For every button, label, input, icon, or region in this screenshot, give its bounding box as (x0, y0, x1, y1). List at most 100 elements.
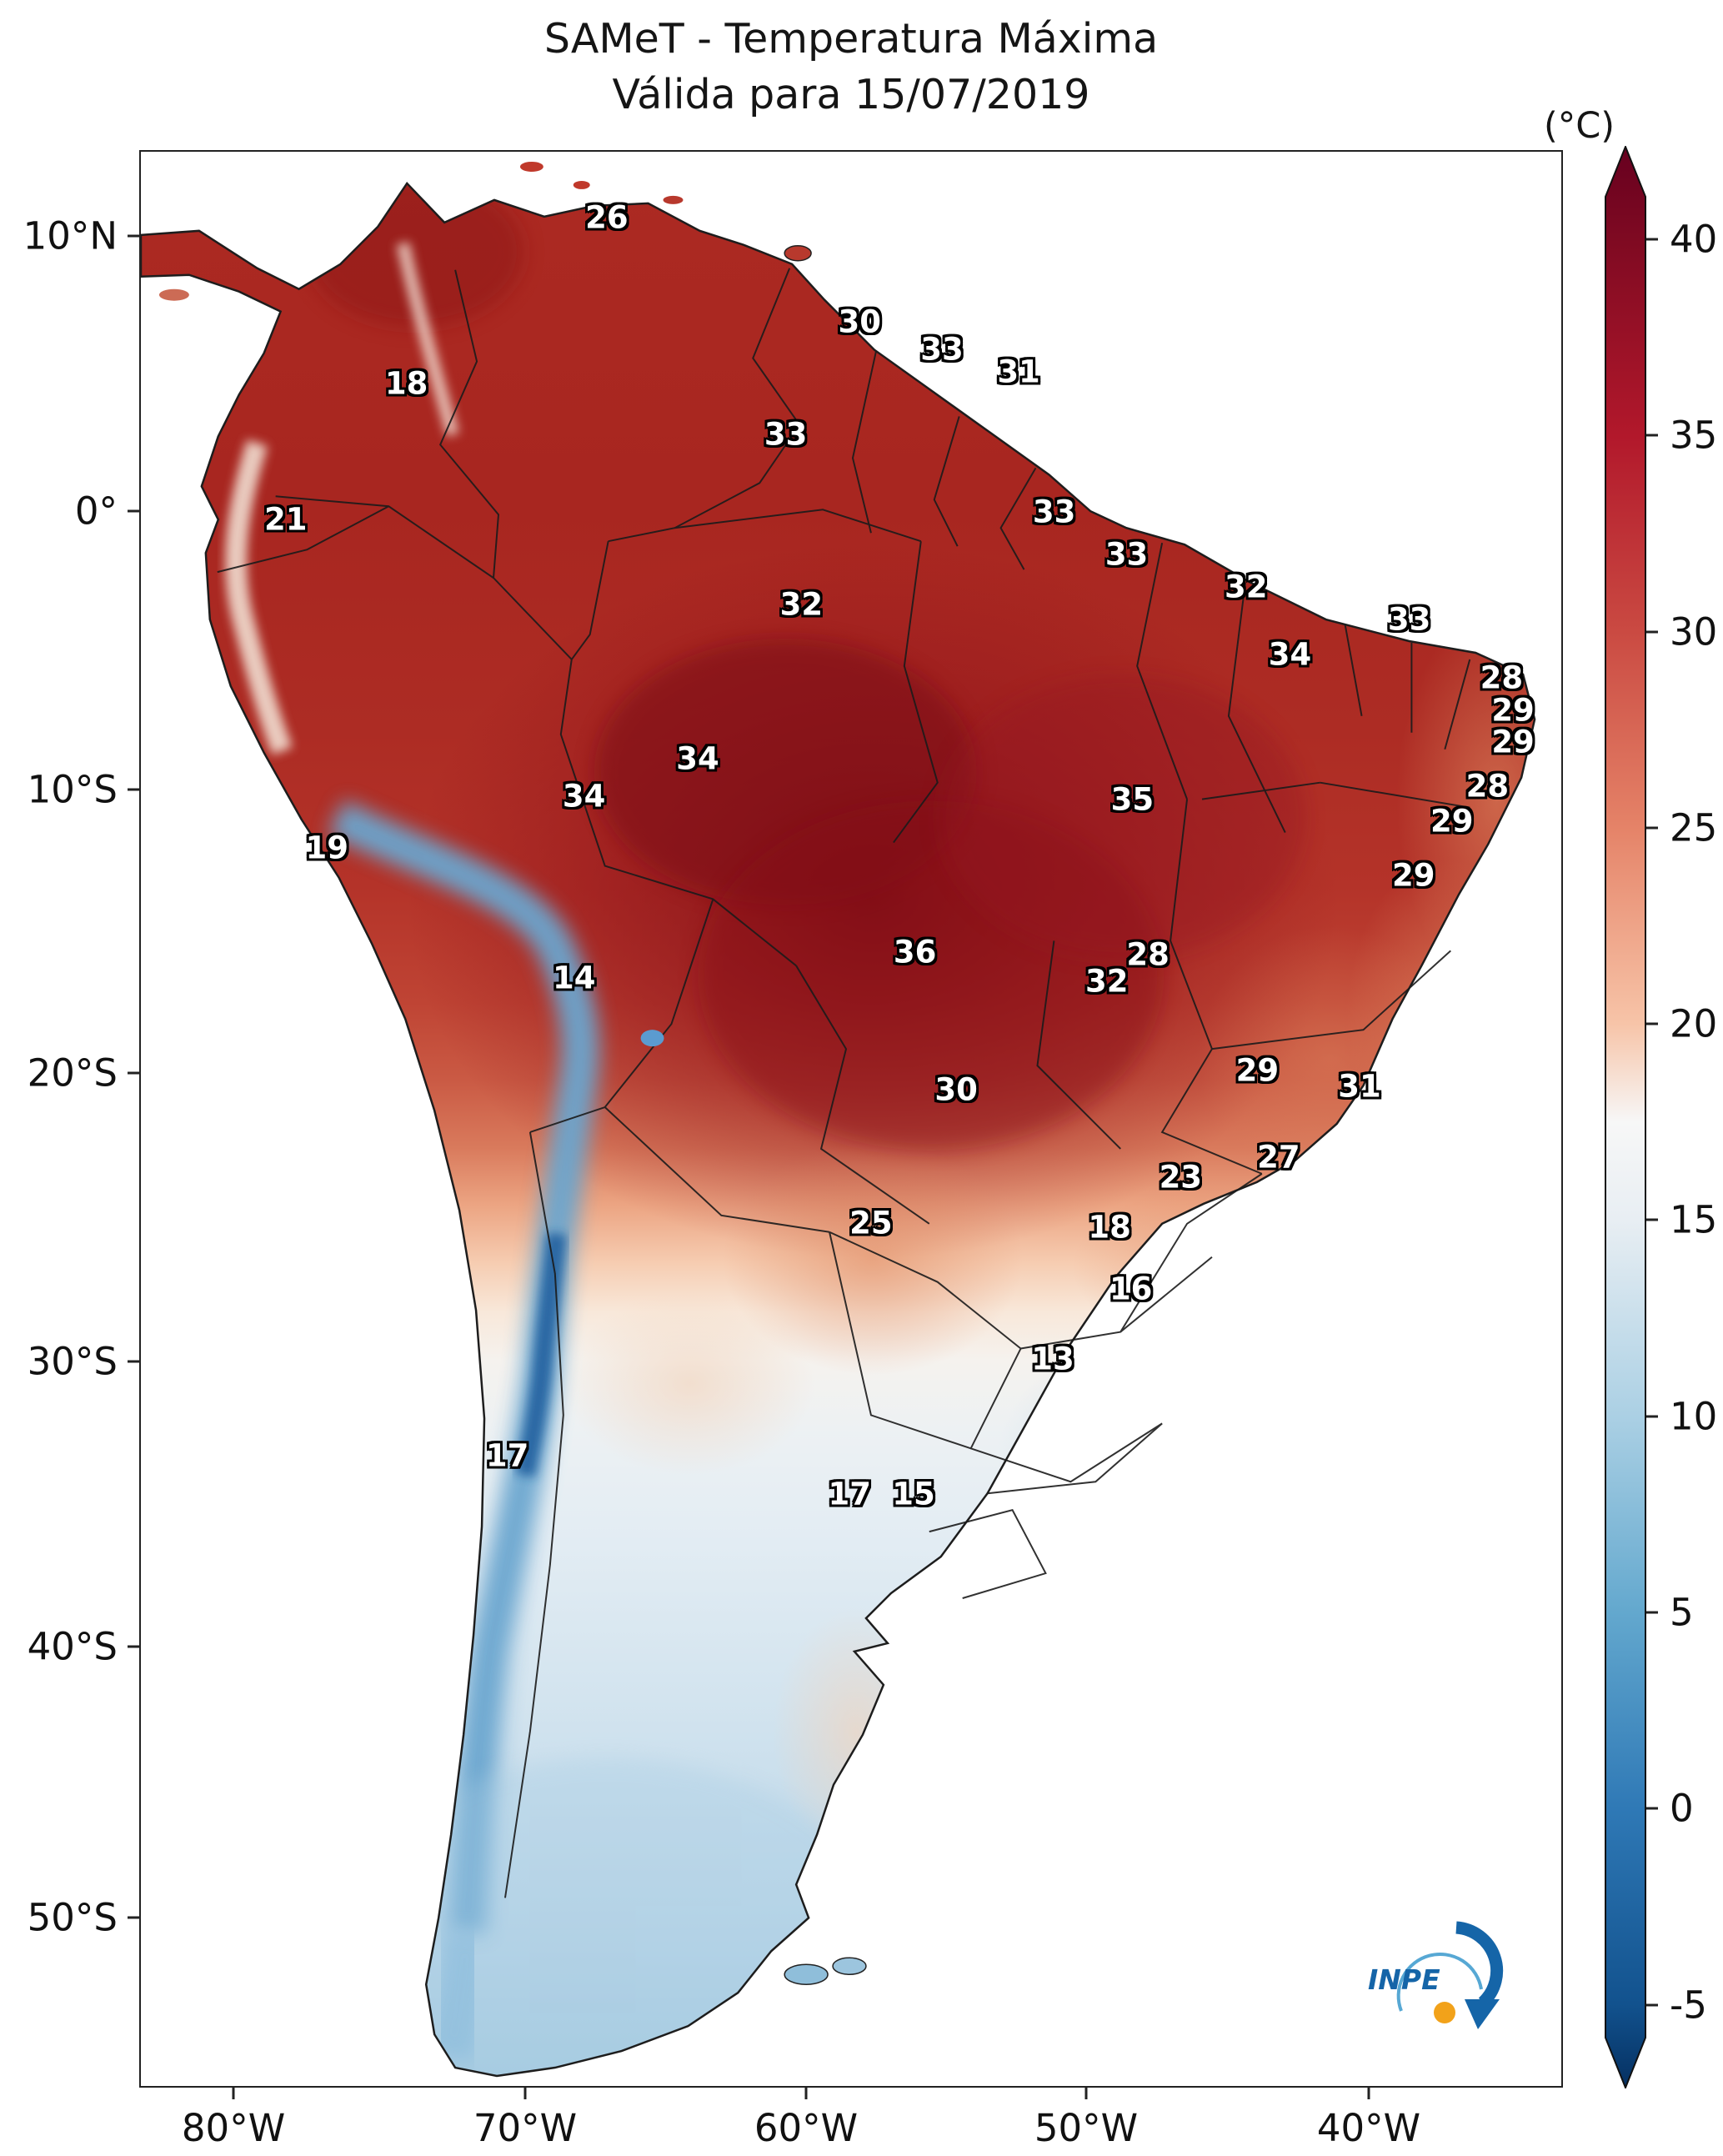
cbar-tick-label-20: 20 (1670, 1001, 1718, 1046)
temp-label-33: 33 (1387, 601, 1431, 638)
lat-tick-label-20s: 20°S (27, 1050, 118, 1096)
temp-label-25: 25 (849, 1205, 893, 1241)
lat-tick-label-0: 0° (74, 489, 118, 534)
temp-label-29: 29 (1491, 692, 1535, 729)
lat-tick-mark-0 (128, 509, 139, 513)
temp-label-32: 32 (1224, 569, 1268, 605)
lat-tick-label-30s: 30°S (27, 1339, 118, 1384)
temp-label-28: 28 (1126, 936, 1170, 973)
temp-label-32: 32 (1084, 963, 1129, 1000)
temp-label-17: 17 (828, 1476, 872, 1512)
temp-label-29: 29 (1491, 724, 1535, 760)
lon-tick-label-40w: 40°W (1316, 2106, 1421, 2150)
cbar-tick-label-0: 0 (1670, 1786, 1694, 1831)
lat-tick-label-10s: 10°S (27, 767, 118, 812)
temp-label-26: 26 (585, 199, 629, 236)
inpe-logo-text: INPE (1368, 1963, 1440, 1996)
colorbar-ticks: 40 35 30 25 20 15 10 5 0 -5 (1646, 146, 1723, 2088)
temp-label-15: 15 (892, 1476, 935, 1512)
cbar-tick-mark-10 (1646, 1415, 1658, 1418)
lat-tick-label-40s: 40°S (27, 1624, 118, 1669)
title-line2: Válida para 15/07/2019 (612, 70, 1090, 118)
inpe-logo-graphic: INPE (1368, 1921, 1504, 2029)
temp-label-17: 17 (485, 1437, 529, 1474)
colorbar-gradient (1605, 146, 1646, 2088)
map-axes: 26 30 33 31 18 33 21 33 33 32 32 33 34 28 29 29 34 34 35 28… (139, 150, 1563, 2088)
temp-label-16: 16 (1109, 1271, 1153, 1307)
colorbar: 40 35 30 25 20 15 10 5 0 -5 (1605, 146, 1717, 2088)
cbar-tick-mark-25 (1646, 826, 1658, 830)
lat-tick-mark-20s (128, 1071, 139, 1075)
title-line1: SAMeT - Temperatura Máxima (543, 15, 1159, 63)
political-borders (217, 268, 1471, 1898)
cbar-tick-label-5: 5 (1670, 1590, 1694, 1635)
lon-tick-mark-60w (804, 2088, 808, 2099)
temp-label-27: 27 (1257, 1139, 1300, 1176)
south-america-temperature-map (141, 161, 1536, 2078)
lon-tick-mark-80w (232, 2088, 235, 2099)
colorbar-unit-label: (°C) (1544, 105, 1615, 147)
cbar-tick-label-15: 15 (1670, 1197, 1718, 1242)
cbar-tick-mark-30 (1646, 630, 1658, 633)
lon-tick-mark-70w (523, 2088, 527, 2099)
cbar-tick-label-40: 40 (1670, 217, 1718, 262)
cbar-tick-mark-40 (1646, 238, 1658, 241)
temp-label-18: 18 (1088, 1209, 1131, 1246)
inpe-logo: INPE (1358, 1913, 1508, 2038)
figure-title: SAMeT - Temperatura Máxima Válida para 1… (139, 12, 1563, 123)
lat-tick-mark-30s (128, 1360, 139, 1363)
lon-tick-label-60w: 60°W (754, 2106, 859, 2150)
cbar-tick-mark-15 (1646, 1218, 1658, 1221)
temp-label-31: 31 (997, 353, 1040, 390)
temp-label-29: 29 (1430, 803, 1474, 840)
temp-label-36: 36 (893, 934, 937, 970)
temp-label-28: 28 (1480, 659, 1524, 696)
lat-tick-mark-10n (128, 234, 139, 238)
temp-label-29: 29 (1235, 1052, 1280, 1089)
lat-tick-mark-40s (128, 1645, 139, 1648)
temp-label-33: 33 (764, 416, 808, 453)
cbar-tick-mark-0 (1646, 1807, 1658, 1810)
cbar-tick-label-30: 30 (1670, 609, 1718, 654)
temp-label-19: 19 (305, 830, 348, 866)
temp-label-33: 33 (920, 331, 964, 368)
cbar-tick-label-10: 10 (1670, 1394, 1718, 1439)
inpe-arrowhead (1465, 1999, 1500, 2029)
temp-label-29: 29 (1392, 857, 1435, 894)
lat-tick-mark-50s (128, 1916, 139, 1919)
latitude-axis: 10°N 0° 10°S 20°S 30°S 40°S 50°S (0, 150, 139, 2088)
temp-label-34: 34 (1268, 636, 1312, 673)
temp-label-33: 33 (1032, 494, 1076, 530)
cbar-tick-label--5: -5 (1670, 1983, 1707, 2028)
lon-tick-mark-40w (1367, 2088, 1370, 2099)
lon-tick-label-50w: 50°W (1034, 2106, 1139, 2150)
temp-label-34: 34 (676, 740, 719, 777)
coastline (141, 181, 1536, 2078)
islands (158, 161, 867, 1985)
cbar-tick-mark-20 (1646, 1022, 1658, 1025)
temp-label-21: 21 (264, 501, 308, 538)
cbar-tick-mark--5 (1646, 2003, 1658, 2007)
temp-label-14: 14 (552, 960, 596, 996)
inpe-swoosh-arrow (1455, 1921, 1504, 2008)
temp-label-13: 13 (1031, 1341, 1074, 1377)
temp-label-35: 35 (1110, 781, 1155, 818)
cbar-tick-label-25: 25 (1670, 805, 1718, 850)
temperature-labels-layer: 26 30 33 31 18 33 21 33 33 32 32 33 34 28 29 29 34 34 35 28… (141, 152, 1561, 2086)
lon-tick-label-80w: 80°W (181, 2106, 286, 2150)
lon-tick-label-70w: 70°W (473, 2106, 578, 2150)
cbar-tick-mark-5 (1646, 1611, 1658, 1614)
cbar-tick-label-35: 35 (1670, 413, 1718, 458)
longitude-axis: 80°W 70°W 60°W 50°W 40°W (139, 2088, 1563, 2154)
temp-label-18: 18 (384, 365, 428, 402)
lat-tick-mark-10s (128, 788, 139, 791)
temp-label-30: 30 (838, 303, 881, 340)
temp-label-34: 34 (562, 778, 606, 815)
temp-label-32: 32 (779, 586, 824, 623)
temp-label-30: 30 (934, 1071, 978, 1108)
cbar-tick-mark-35 (1646, 434, 1658, 437)
temp-label-23: 23 (1159, 1159, 1203, 1196)
temp-label-28: 28 (1465, 768, 1510, 805)
temp-label-33: 33 (1104, 536, 1149, 573)
